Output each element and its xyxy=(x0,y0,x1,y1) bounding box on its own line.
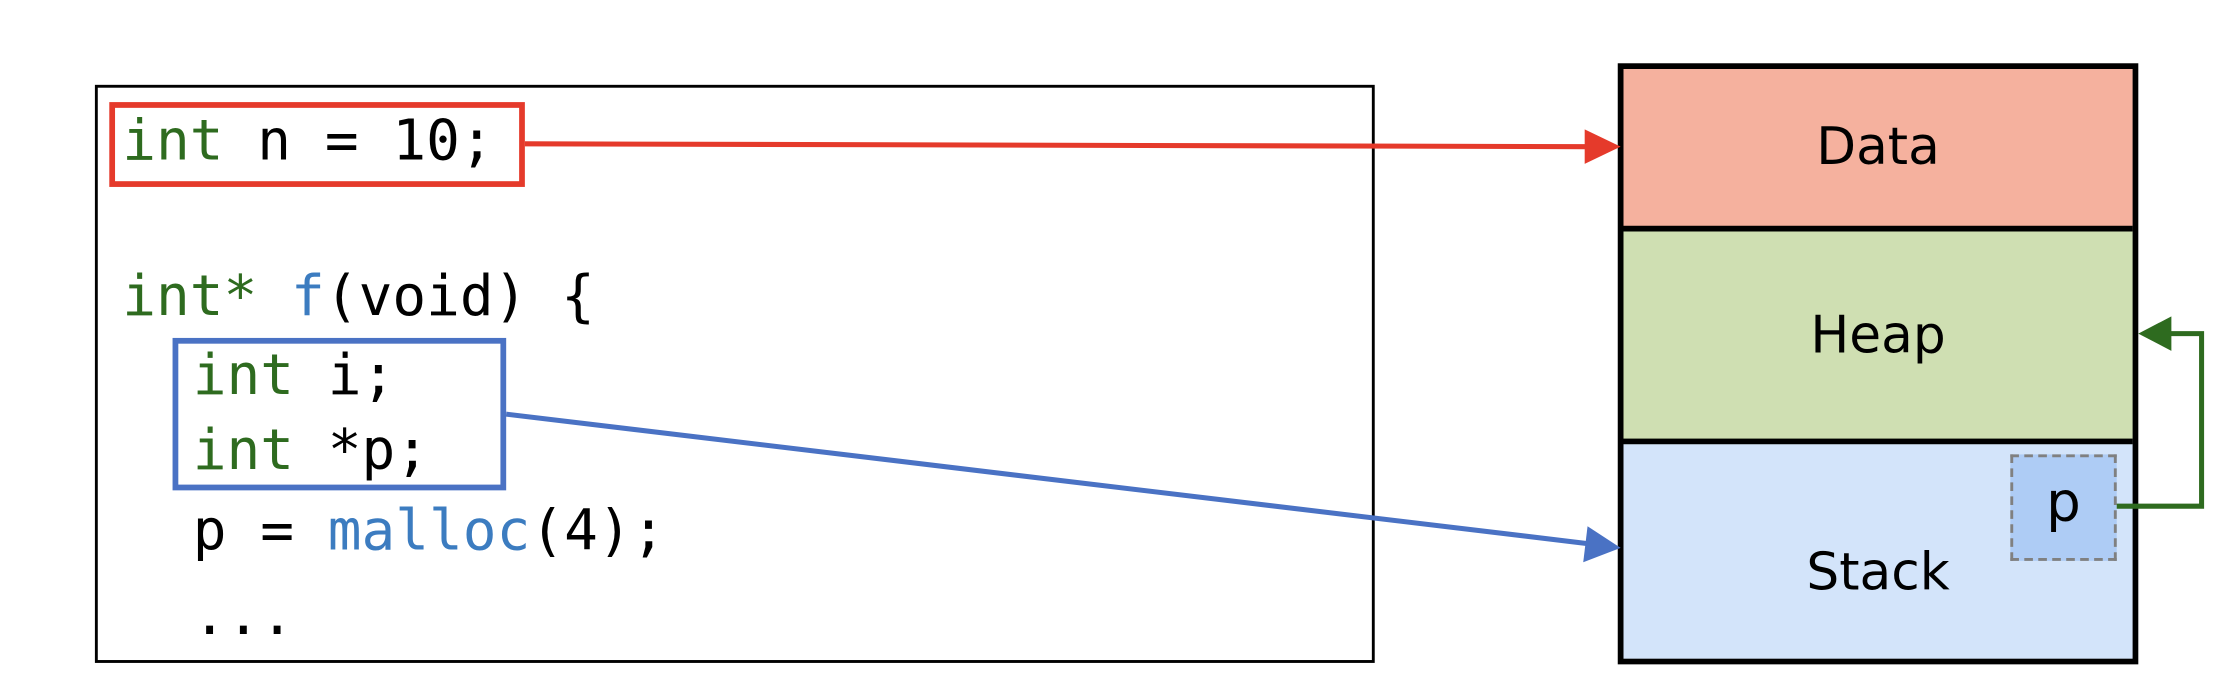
type-keyword: int* xyxy=(122,264,258,330)
code-line-global-n: int n = 10; xyxy=(122,114,493,170)
data-segment-label: Data xyxy=(1816,117,1940,177)
function-name: malloc xyxy=(327,498,531,564)
code-text: p = xyxy=(192,498,328,564)
global-variable-highlight xyxy=(109,102,525,187)
code-text: (4); xyxy=(530,498,666,564)
code-line-local-p: int *p; xyxy=(193,423,429,479)
data-segment: Data xyxy=(1623,69,2133,232)
global-to-data-arrow xyxy=(524,129,1621,164)
pointer-to-heap-arrow xyxy=(2116,316,2205,509)
heap-segment-label: Heap xyxy=(1810,305,1946,365)
function-name: f xyxy=(291,264,325,330)
code-text: n = 10; xyxy=(223,109,494,174)
code-text: ... xyxy=(192,583,295,649)
type-keyword: int xyxy=(192,418,295,484)
code-text: (void) { xyxy=(324,264,595,330)
code-line-malloc: p = malloc(4); xyxy=(193,503,666,559)
heap-segment: Heap xyxy=(1623,231,2133,445)
code-panel xyxy=(94,84,1375,663)
pointer-label: p xyxy=(2046,470,2081,534)
local-variables-highlight xyxy=(172,337,507,491)
code-line-ellipsis: ... xyxy=(193,588,294,644)
locals-to-stack-arrow xyxy=(505,411,1621,563)
code-text: *p; xyxy=(294,418,430,484)
code-line-local-i: int i; xyxy=(193,348,396,404)
type-keyword: int xyxy=(122,109,224,174)
stack-pointer-p-box: p xyxy=(2010,454,2117,561)
code-line-function-signature: int* f(void) { xyxy=(122,269,595,325)
stack-segment-label: Stack xyxy=(1806,543,1950,603)
code-text: i; xyxy=(294,343,396,409)
type-keyword: int xyxy=(192,343,295,409)
